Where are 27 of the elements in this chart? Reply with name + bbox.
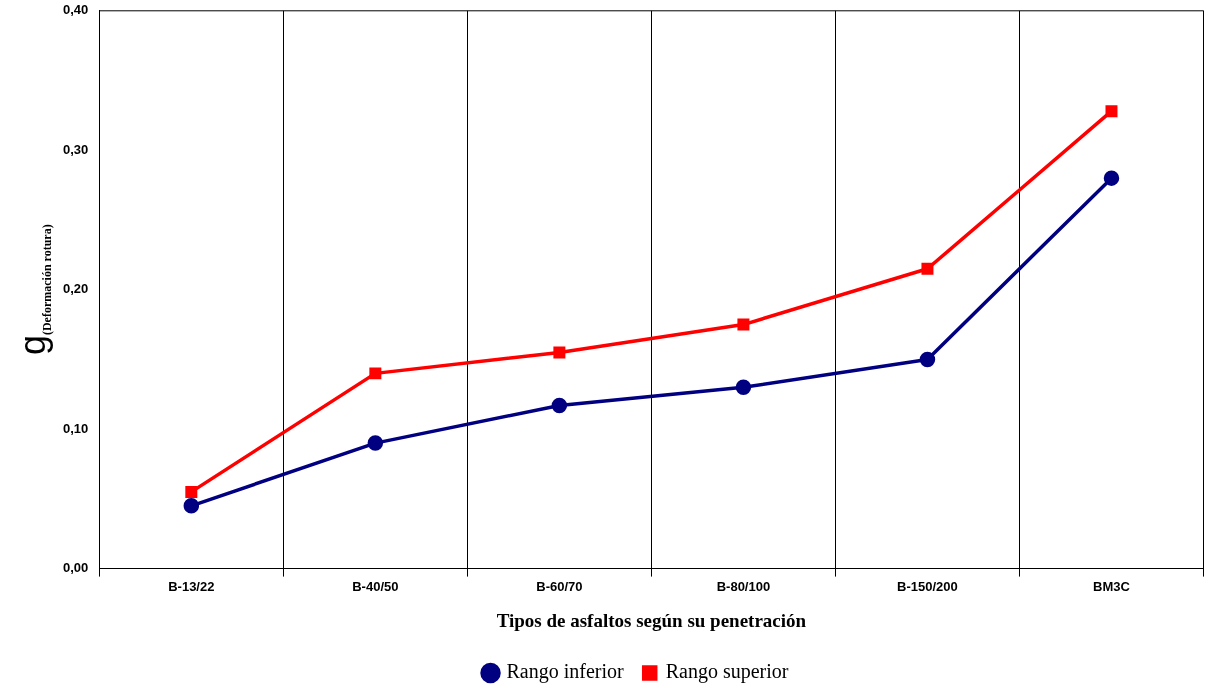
point (735, 379, 752, 396)
point (367, 435, 384, 451)
y-tick-label: 0,00 (62, 560, 89, 576)
point (921, 262, 934, 275)
y-tick-label: 0,20 (62, 281, 89, 297)
point (551, 397, 568, 414)
x-tick-label: BM3C (1093, 578, 1131, 594)
x-tick-label: B-13/22 (168, 578, 215, 594)
legend-label: Rango inferior (506, 660, 625, 684)
point (183, 498, 200, 514)
legend-label: Rango superior (665, 660, 789, 684)
x-tick-label: B-80/100 (716, 578, 771, 594)
point (369, 367, 382, 380)
x-axis-title: Tipos de asfaltos según su penetración (496, 609, 807, 631)
x-tick-label: B-150/200 (897, 578, 958, 594)
y-tick-label: 0,40 (62, 2, 89, 18)
point (553, 346, 566, 359)
y-tick-label: 0,10 (62, 420, 89, 436)
x-tick-label: B-40/50 (352, 578, 399, 594)
point (1103, 170, 1120, 186)
x-tick-label: B-60/70 (536, 578, 583, 594)
point (1105, 105, 1118, 118)
point (737, 318, 750, 331)
y-tick-label: 0,30 (62, 141, 89, 157)
point (919, 351, 936, 368)
y-axis-title: g(Deformación rotura) (12, 224, 54, 356)
point (185, 485, 198, 498)
